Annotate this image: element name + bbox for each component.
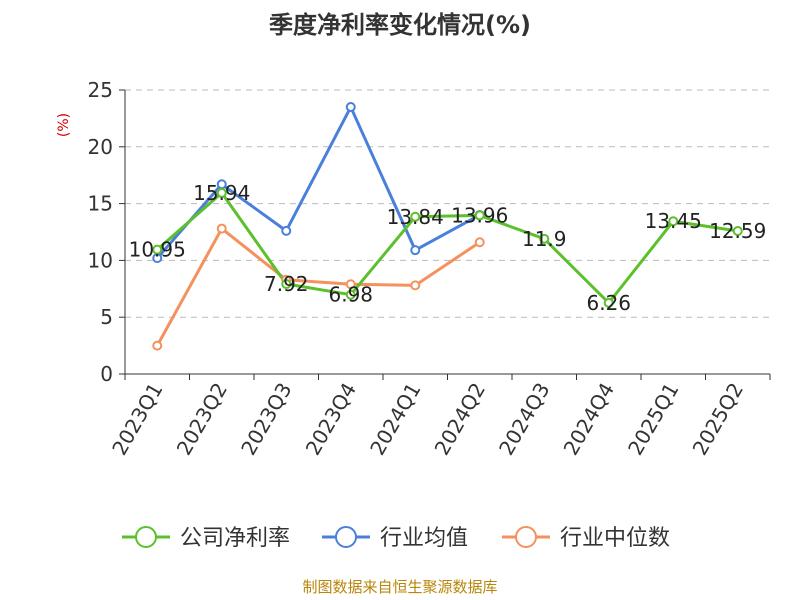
data-point	[474, 210, 485, 221]
x-tick-label: 2024Q2	[430, 379, 490, 460]
data-point	[668, 216, 679, 227]
data-point	[539, 233, 550, 244]
data-point	[474, 237, 485, 248]
series-line	[156, 105, 481, 260]
data-label: 13.84	[387, 205, 444, 229]
y-tick-label: 25	[88, 78, 113, 102]
legend-label: 行业均值	[380, 526, 468, 551]
data-point	[410, 245, 421, 256]
legend-label: 行业中位数	[560, 526, 670, 551]
data-point	[345, 289, 356, 300]
gridlines	[125, 89, 770, 318]
axes: 0 5 10 15 20 25 2023Q1 2023Q2 2023Q3 2023Q4 2024Q1…	[88, 78, 771, 460]
data-point	[281, 225, 292, 236]
data-label: 12.59	[709, 219, 766, 243]
series-line	[156, 191, 738, 305]
legend-marker	[135, 526, 157, 548]
data-labels: 10.95 15.94 7.92 6.98 13.84 13.96 11.9 6.26 13.4…	[129, 181, 767, 315]
series-lines	[152, 102, 743, 351]
x-tick-label: 2025Q2	[688, 379, 748, 460]
data-point	[732, 225, 743, 236]
data-label: 6.98	[328, 283, 373, 307]
y-tick-label: 10	[88, 248, 113, 272]
legend-item: 行业中位数	[502, 526, 670, 551]
data-label: 7.92	[264, 272, 309, 296]
legend-marker	[515, 526, 537, 548]
data-point	[603, 297, 614, 308]
y-tick-label: 5	[100, 305, 113, 329]
data-label: 13.45	[645, 209, 702, 233]
x-tick-label: 2024Q3	[494, 379, 554, 460]
x-tick-label: 2023Q4	[301, 379, 361, 460]
data-label: 11.9	[522, 227, 567, 251]
legend-label: 公司净利率	[180, 526, 290, 551]
x-tick-label: 2025Q1	[623, 379, 683, 460]
chart-title: 季度净利率变化情况(%)	[269, 11, 531, 39]
x-tick-label: 2023Q3	[236, 379, 296, 460]
source-note: 制图数据来自恒生聚源数据库	[302, 578, 497, 596]
x-tick-label: 2023Q2	[172, 379, 232, 460]
x-tick-label: 2023Q1	[107, 379, 167, 460]
data-point	[152, 244, 163, 255]
legend: 公司净利率 行业均值 行业中位数	[122, 526, 670, 551]
data-point	[216, 223, 227, 234]
series-line	[155, 227, 481, 347]
data-label: 10.95	[129, 238, 186, 262]
y-axis-label: (%)	[56, 113, 72, 137]
y-tick-label: 15	[88, 192, 113, 216]
y-tick-label: 20	[88, 135, 113, 159]
data-point	[410, 280, 421, 291]
legend-item: 公司净利率	[122, 526, 290, 551]
data-point	[281, 279, 292, 290]
x-tick-label: 2024Q4	[559, 379, 619, 460]
x-tick-label: 2024Q1	[365, 379, 425, 460]
data-point	[345, 279, 356, 290]
data-label: 15.94	[193, 181, 250, 205]
y-tick-label: 0	[100, 362, 113, 386]
data-point	[216, 187, 227, 198]
legend-marker	[335, 526, 357, 548]
data-point	[152, 340, 163, 351]
data-label: 6.26	[586, 291, 631, 315]
data-label: 13.96	[451, 203, 508, 227]
data-point	[410, 211, 421, 222]
data-point	[345, 102, 356, 113]
legend-item: 行业均值	[322, 526, 468, 551]
